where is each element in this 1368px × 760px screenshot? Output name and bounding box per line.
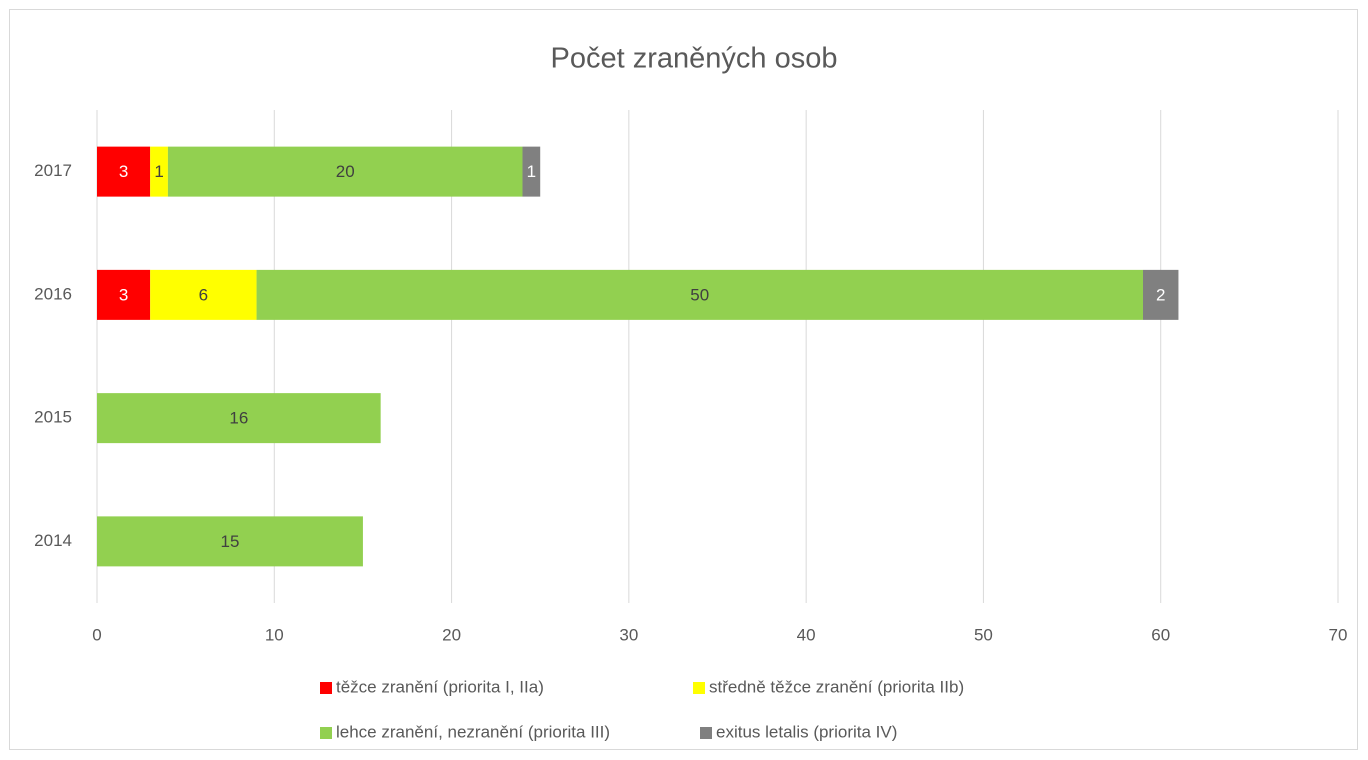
bar-segment [256, 269, 1143, 320]
x-tick-label: 20 [442, 625, 461, 644]
bar-segment [522, 146, 541, 197]
x-tick-label: 30 [619, 625, 638, 644]
data-label: 16 [229, 409, 248, 428]
data-label: 20 [336, 162, 355, 181]
x-tick-label: 50 [974, 625, 993, 644]
data-label: 3 [119, 162, 128, 181]
data-label: 50 [690, 285, 709, 304]
x-tick-label: 70 [1329, 625, 1348, 644]
chart-border [9, 9, 1358, 750]
bar-segment [97, 146, 151, 197]
data-label: 3 [119, 285, 128, 304]
legend-label: středně těžce zranění (priorita IIb) [709, 677, 964, 696]
bar-segment [1142, 269, 1179, 320]
y-tick-label: 2016 [34, 284, 72, 303]
legend-swatch [320, 727, 332, 739]
data-label: 1 [527, 162, 536, 181]
y-tick-label: 2015 [34, 408, 72, 427]
y-tick-label: 2017 [34, 161, 72, 180]
data-label: 1 [154, 162, 163, 181]
bar-segment [167, 146, 523, 197]
y-tick-label: 2014 [34, 531, 72, 550]
data-label: 2 [1156, 285, 1165, 304]
legend-label: exitus letalis (priorita IV) [716, 722, 897, 741]
x-tick-label: 40 [797, 625, 816, 644]
chart-title: Počet zraněných osob [551, 43, 838, 75]
x-tick-label: 60 [1151, 625, 1170, 644]
bar-segment [150, 146, 168, 197]
legend-swatch [693, 682, 705, 694]
bar-segment [150, 269, 257, 320]
legend-label: lehce zranění, nezranění (priorita III) [336, 722, 610, 741]
legend-label: těžce zranění (priorita I, IIa) [336, 677, 544, 696]
legend-swatch [320, 682, 332, 694]
data-label: 15 [221, 532, 240, 551]
data-label: 6 [199, 285, 208, 304]
bar-segment [97, 393, 381, 444]
legend-swatch [700, 727, 712, 739]
bar-segment [97, 516, 363, 567]
x-tick-label: 10 [265, 625, 284, 644]
x-tick-label: 0 [92, 625, 101, 644]
bar-segment [97, 269, 151, 320]
